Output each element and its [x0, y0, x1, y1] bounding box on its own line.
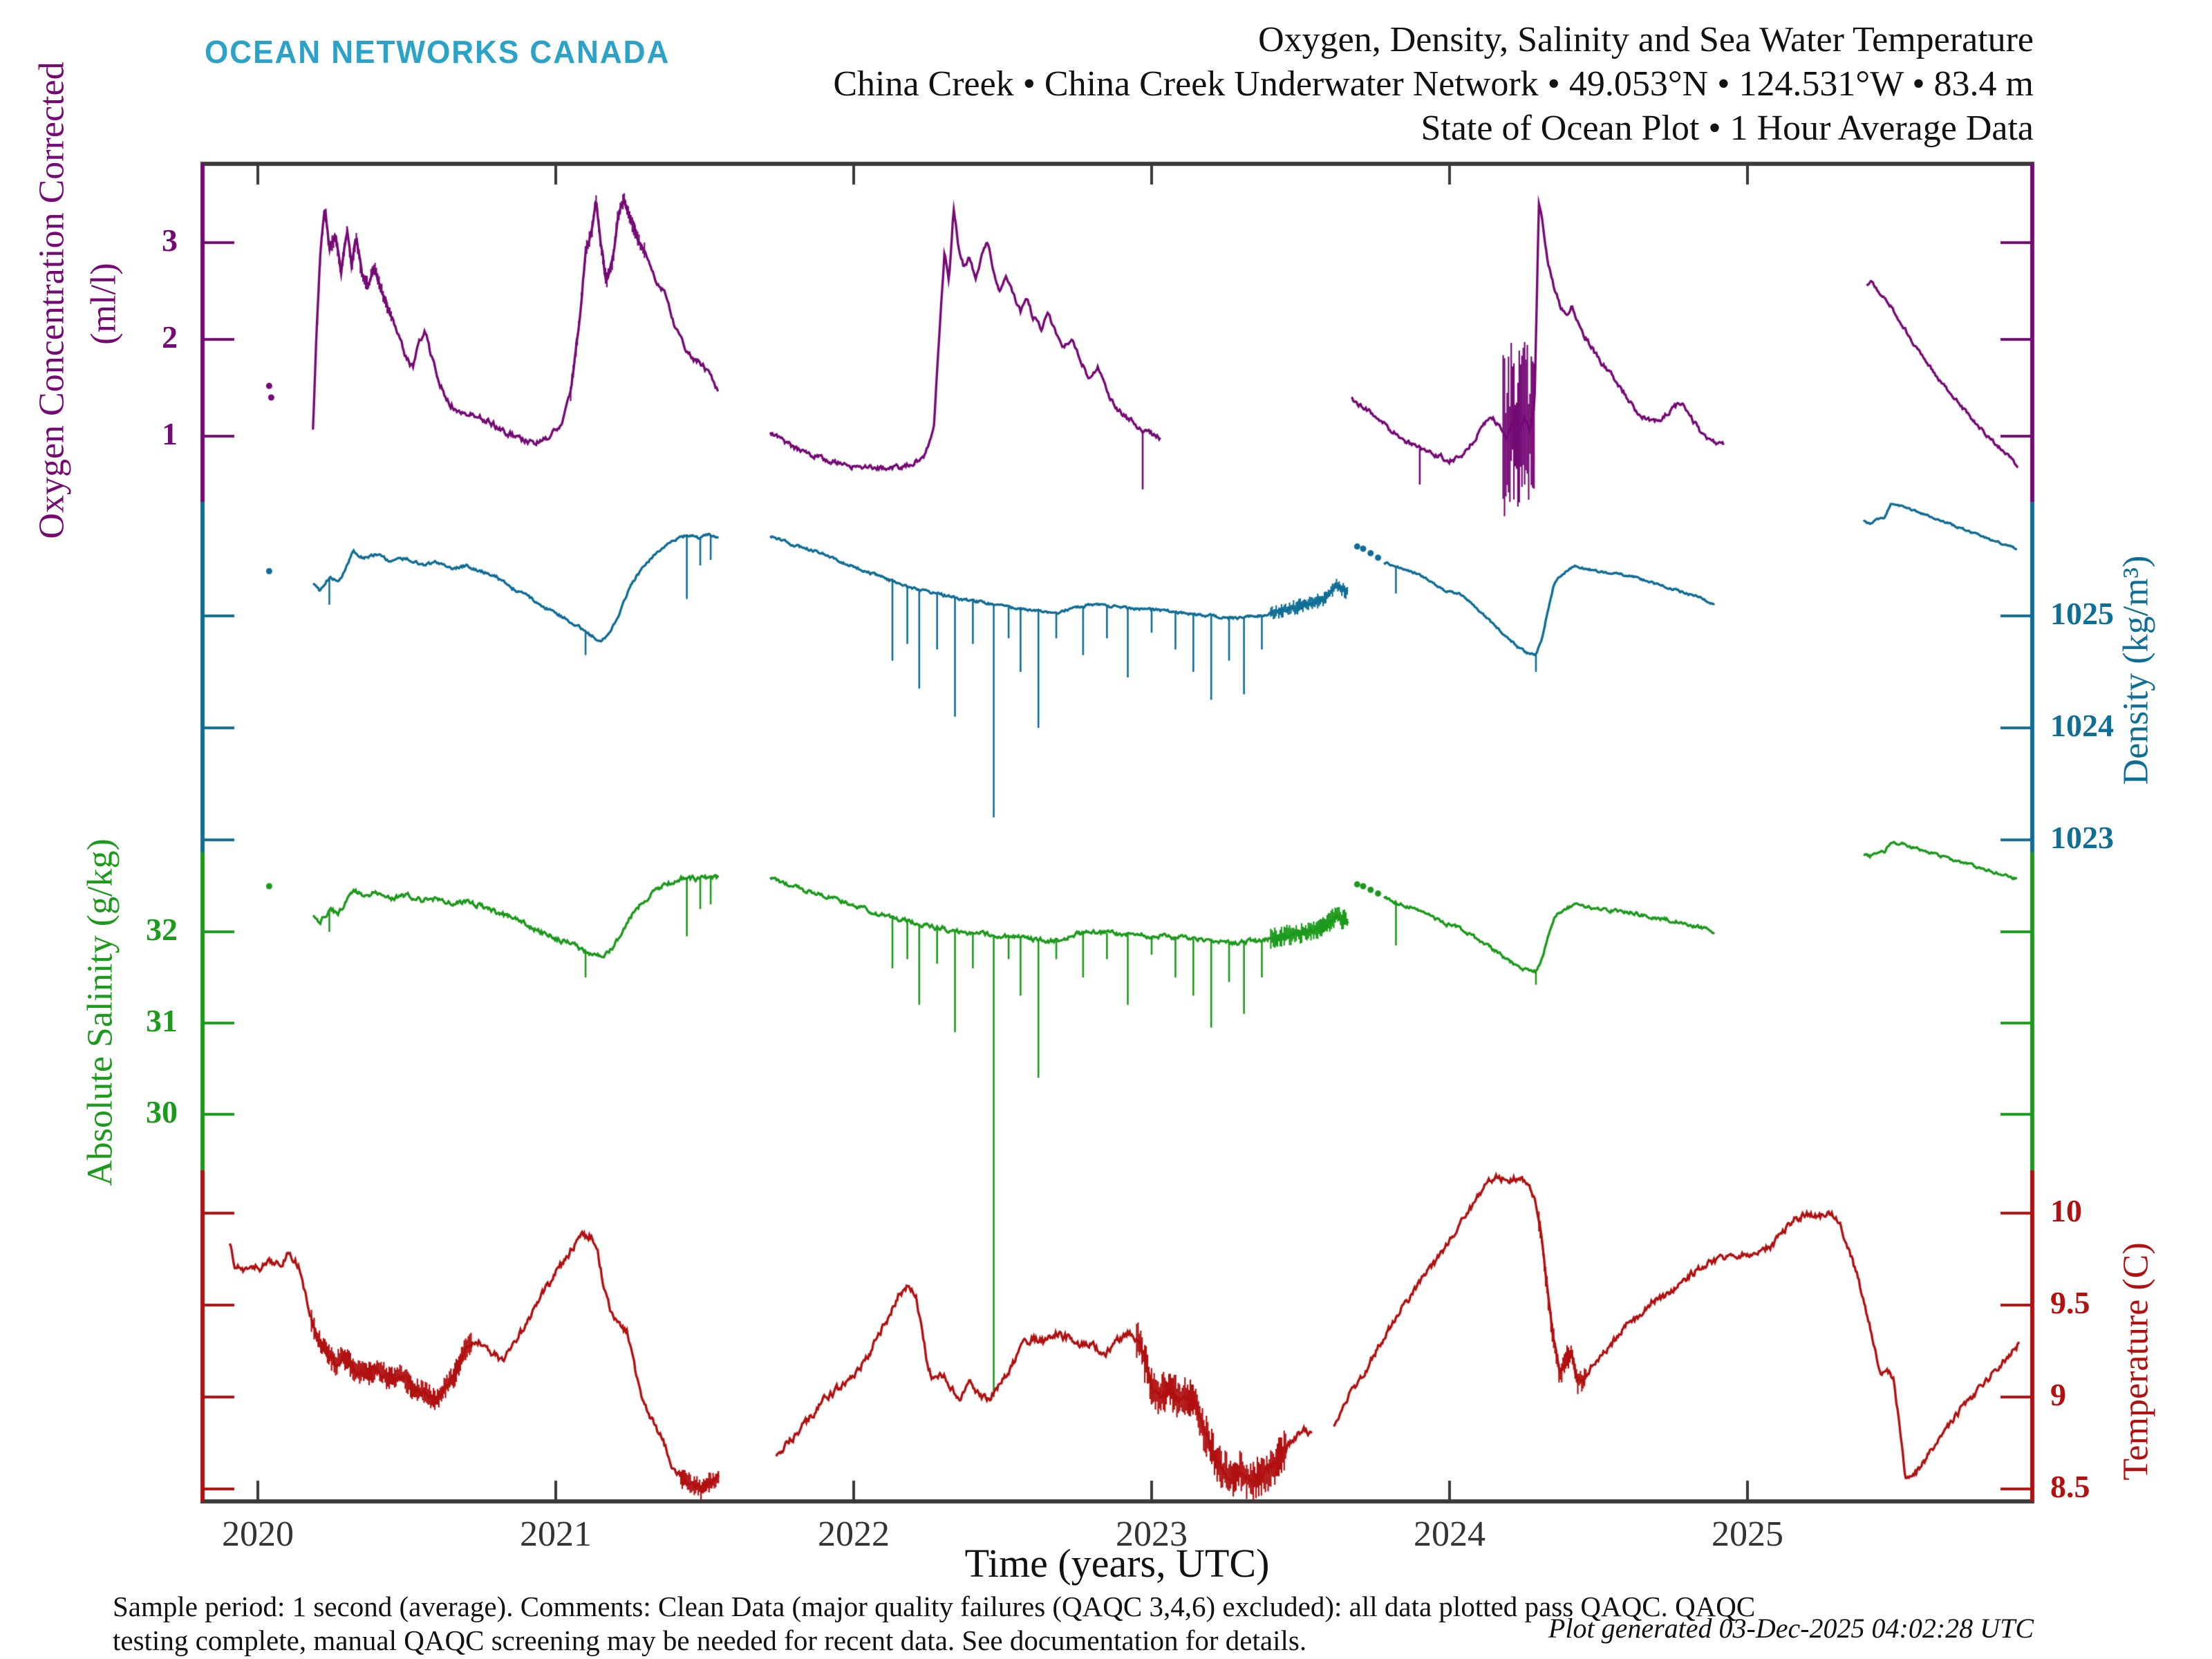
y-tick-label-salinity: 32 — [146, 912, 178, 947]
footer-comment: Sample period: 1 second (average). Comme… — [113, 1591, 1756, 1656]
x-tick-label: 2023 — [1116, 1515, 1188, 1554]
x-tick-label: 2020 — [222, 1515, 294, 1554]
y-tick-label-density: 1025 — [2050, 596, 2114, 631]
y-tick-label-oxygen: 2 — [162, 319, 178, 355]
y-tick-label-temperature: 8.5 — [2050, 1469, 2090, 1504]
y-tick-label-salinity: 30 — [146, 1094, 178, 1130]
footer-generated-timestamp: Plot generated 03-Dec-2025 04:02:28 UTC — [1548, 1613, 2034, 1644]
ocean-networks-canada-logo: OCEAN NETWORKS CANADA — [205, 34, 671, 70]
x-axis-title: Time (years, UTC) — [964, 1541, 1270, 1586]
x-tick-label: 2025 — [1712, 1515, 1783, 1554]
x-tick-label: 2022 — [818, 1515, 890, 1554]
axis-title-oxygen-units: (ml/l) — [84, 263, 124, 345]
axis-title-temperature: Temperature (C) — [2116, 1242, 2156, 1481]
plot-title-line-2: China Creek • China Creek Underwater Net… — [833, 64, 2034, 104]
y-tick-label-oxygen: 3 — [162, 223, 178, 258]
y-tick-label-density: 1024 — [2050, 708, 2114, 743]
x-tick-label: 2024 — [1414, 1515, 1485, 1554]
axis-title-salinity: Absolute Salinity (g/kg) — [80, 838, 120, 1186]
y-tick-label-temperature: 9.5 — [2050, 1285, 2090, 1320]
axis-title-density: Density (kg/m³) — [2116, 555, 2156, 785]
y-tick-label-salinity: 31 — [146, 1003, 178, 1038]
plot-title-line-3: State of Ocean Plot • 1 Hour Average Dat… — [1421, 109, 2034, 148]
x-tick-label: 2021 — [520, 1515, 592, 1554]
y-tick-label-temperature: 10 — [2050, 1193, 2082, 1228]
y-tick-label-density: 1023 — [2050, 820, 2114, 855]
plot-title-line-1: Oxygen, Density, Salinity and Sea Water … — [1258, 20, 2034, 59]
y-tick-label-oxygen: 1 — [162, 416, 178, 451]
y-tick-label-temperature: 9 — [2050, 1377, 2066, 1412]
axis-title-oxygen: Oxygen Concentration Corrected — [32, 62, 72, 539]
